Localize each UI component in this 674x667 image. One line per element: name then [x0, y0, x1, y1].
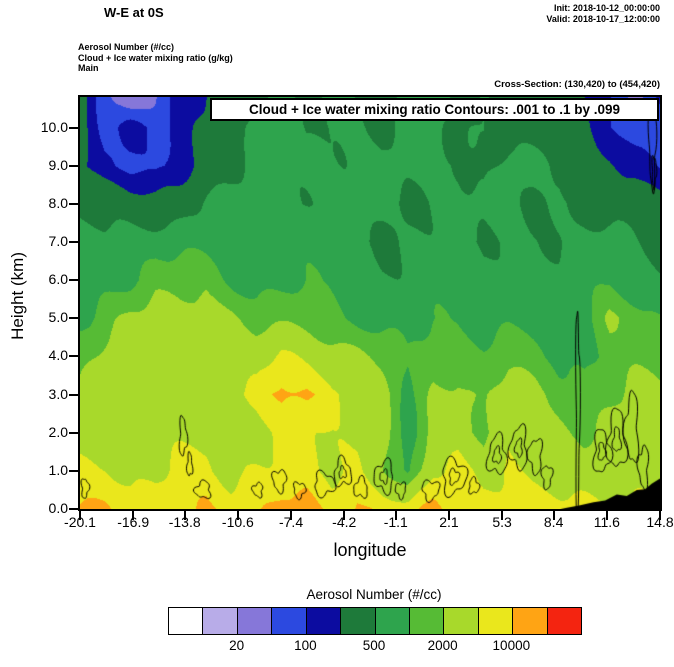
x-tick-label: -20.1 [64, 514, 96, 530]
cross-section-label: Cross-Section: (130,420) to (454,420) [494, 79, 660, 90]
y-tick-label: 2.0 [48, 423, 68, 440]
y-tick-label: 10.0 [40, 118, 68, 135]
run-times: Init: 2018-10-12_00:00:00 Valid: 2018-10… [546, 3, 660, 25]
colorbar [168, 607, 582, 635]
y-axis-title: Height (km) [8, 252, 27, 340]
x-tick-label: -1.1 [383, 514, 408, 530]
x-tick-mark [343, 511, 346, 520]
y-tick-mark [69, 393, 78, 396]
colorbar-cell [546, 608, 582, 634]
x-tick-label: -7.4 [278, 514, 304, 530]
colorbar-tick-label: 20 [229, 638, 245, 653]
x-tick-mark [394, 511, 397, 520]
plot-title: W-E at 0S [104, 5, 164, 20]
x-tick-label: -13.8 [168, 514, 201, 530]
colorbar-title: Aerosol Number (#/cc) [306, 587, 442, 602]
y-tick-mark [69, 164, 78, 167]
plot-frame: Cloud + Ice water mixing ratio Contours:… [41, 95, 674, 530]
colorbar-cell [271, 608, 306, 634]
y-tick-mark [69, 469, 78, 472]
x-tick-mark [552, 511, 555, 520]
x-tick-mark [501, 511, 504, 520]
y-tick-mark [69, 240, 78, 243]
y-tick-label: 8.0 [48, 194, 68, 211]
x-tick-mark [79, 511, 81, 520]
x-tick-mark [132, 511, 135, 520]
contour-info-text: Cloud + Ice water mixing ratio Contours:… [249, 102, 620, 117]
x-tick-label: -10.6 [221, 514, 254, 530]
x-tick-label: 8.4 [543, 514, 564, 530]
contour-info-box: Cloud + Ice water mixing ratio Contours:… [210, 98, 659, 121]
y-tick-label: 1.0 [48, 461, 68, 478]
y-tick-label: 6.0 [48, 271, 68, 288]
colorbar-cell [236, 608, 272, 634]
init-time: Init: 2018-10-12_00:00:00 [553, 3, 660, 13]
colorbar-cell [512, 608, 547, 634]
x-tick-mark [290, 511, 293, 520]
y-tick-mark [69, 202, 78, 205]
x-tick-label: 5.3 [492, 514, 512, 530]
colorbar-tick-label: 10000 [492, 638, 531, 653]
x-tick-label: -4.2 [332, 514, 357, 530]
colorbar-cell [340, 608, 375, 634]
x-tick-mark [236, 511, 239, 520]
colorbar-tick-label: 100 [294, 638, 317, 653]
colorbar-cell [305, 608, 341, 634]
y-tick-mark [69, 355, 78, 358]
colorbar-cell [443, 608, 478, 634]
x-tick-mark [659, 511, 661, 520]
colorbar-tick-label: 500 [362, 638, 386, 653]
colorbar-cell [202, 608, 237, 634]
x-tick-mark [605, 511, 608, 520]
valid-time: Valid: 2018-10-17_12:00:00 [546, 14, 660, 24]
x-tick-label: -16.9 [117, 514, 150, 530]
colorbar-cell [477, 608, 513, 634]
colorbar-labels: 20 100 500 2000 10000 [168, 638, 580, 656]
x-tick-mark [447, 511, 450, 520]
x-tick-label: 2.1 [439, 514, 459, 530]
x-tick-label: 11.6 [593, 514, 620, 530]
x-tick-mark [183, 511, 186, 520]
x-axis-title: longitude [333, 540, 407, 560]
heatmap-canvas [80, 97, 660, 509]
field-label-domain: Main [78, 63, 99, 73]
y-tick-mark [69, 431, 78, 434]
colorbar-tick-label: 2000 [427, 638, 458, 653]
y-tick-mark [69, 508, 78, 510]
colorbar-cell [374, 608, 409, 634]
colorbar-cell [169, 608, 203, 634]
y-tick-label: 5.0 [48, 309, 68, 326]
colorbar-cell [408, 608, 444, 634]
y-tick-label: 9.0 [48, 156, 68, 173]
y-tick-label: 3.0 [48, 385, 68, 402]
field-label-aerosol: Aerosol Number (#/cc) [78, 42, 175, 52]
y-tick-mark [69, 317, 78, 320]
y-tick-label: 7.0 [48, 232, 68, 249]
x-tick-label: 14.8 [646, 514, 674, 530]
y-tick-mark [69, 126, 78, 129]
y-tick-mark [69, 279, 78, 282]
y-tick-label: 0.0 [48, 500, 68, 516]
field-list: Aerosol Number (#/cc) Cloud + Ice water … [78, 42, 233, 74]
field-label-cloud-ice: Cloud + Ice water mixing ratio (g/kg) [78, 52, 233, 63]
y-tick-label: 4.0 [48, 347, 68, 364]
